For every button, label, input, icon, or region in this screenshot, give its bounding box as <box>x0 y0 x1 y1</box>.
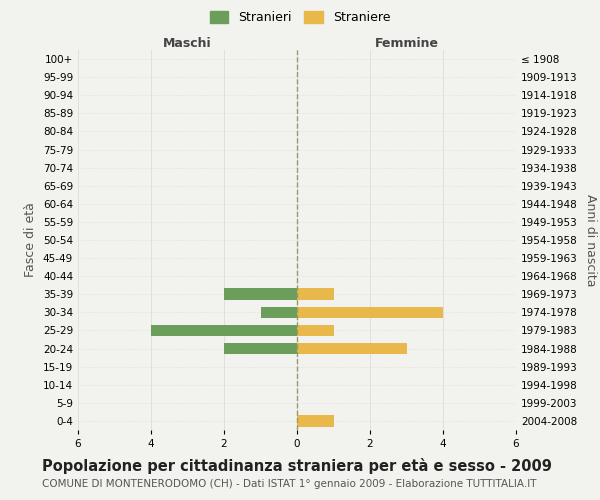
Legend: Stranieri, Straniere: Stranieri, Straniere <box>205 6 395 29</box>
Text: Femmine: Femmine <box>374 37 439 50</box>
Bar <box>297 342 407 354</box>
Text: Maschi: Maschi <box>163 37 212 50</box>
Bar <box>297 415 334 427</box>
Bar <box>224 342 297 354</box>
Bar <box>297 288 334 300</box>
Bar <box>260 306 297 318</box>
Text: COMUNE DI MONTENERODOMO (CH) - Dati ISTAT 1° gennaio 2009 - Elaborazione TUTTITA: COMUNE DI MONTENERODOMO (CH) - Dati ISTA… <box>42 479 536 489</box>
Bar <box>297 306 443 318</box>
Bar <box>151 324 297 336</box>
Y-axis label: Fasce di età: Fasce di età <box>25 202 37 278</box>
Text: Popolazione per cittadinanza straniera per età e sesso - 2009: Popolazione per cittadinanza straniera p… <box>42 458 552 473</box>
Bar <box>297 324 334 336</box>
Bar <box>224 288 297 300</box>
Y-axis label: Anni di nascita: Anni di nascita <box>584 194 597 286</box>
